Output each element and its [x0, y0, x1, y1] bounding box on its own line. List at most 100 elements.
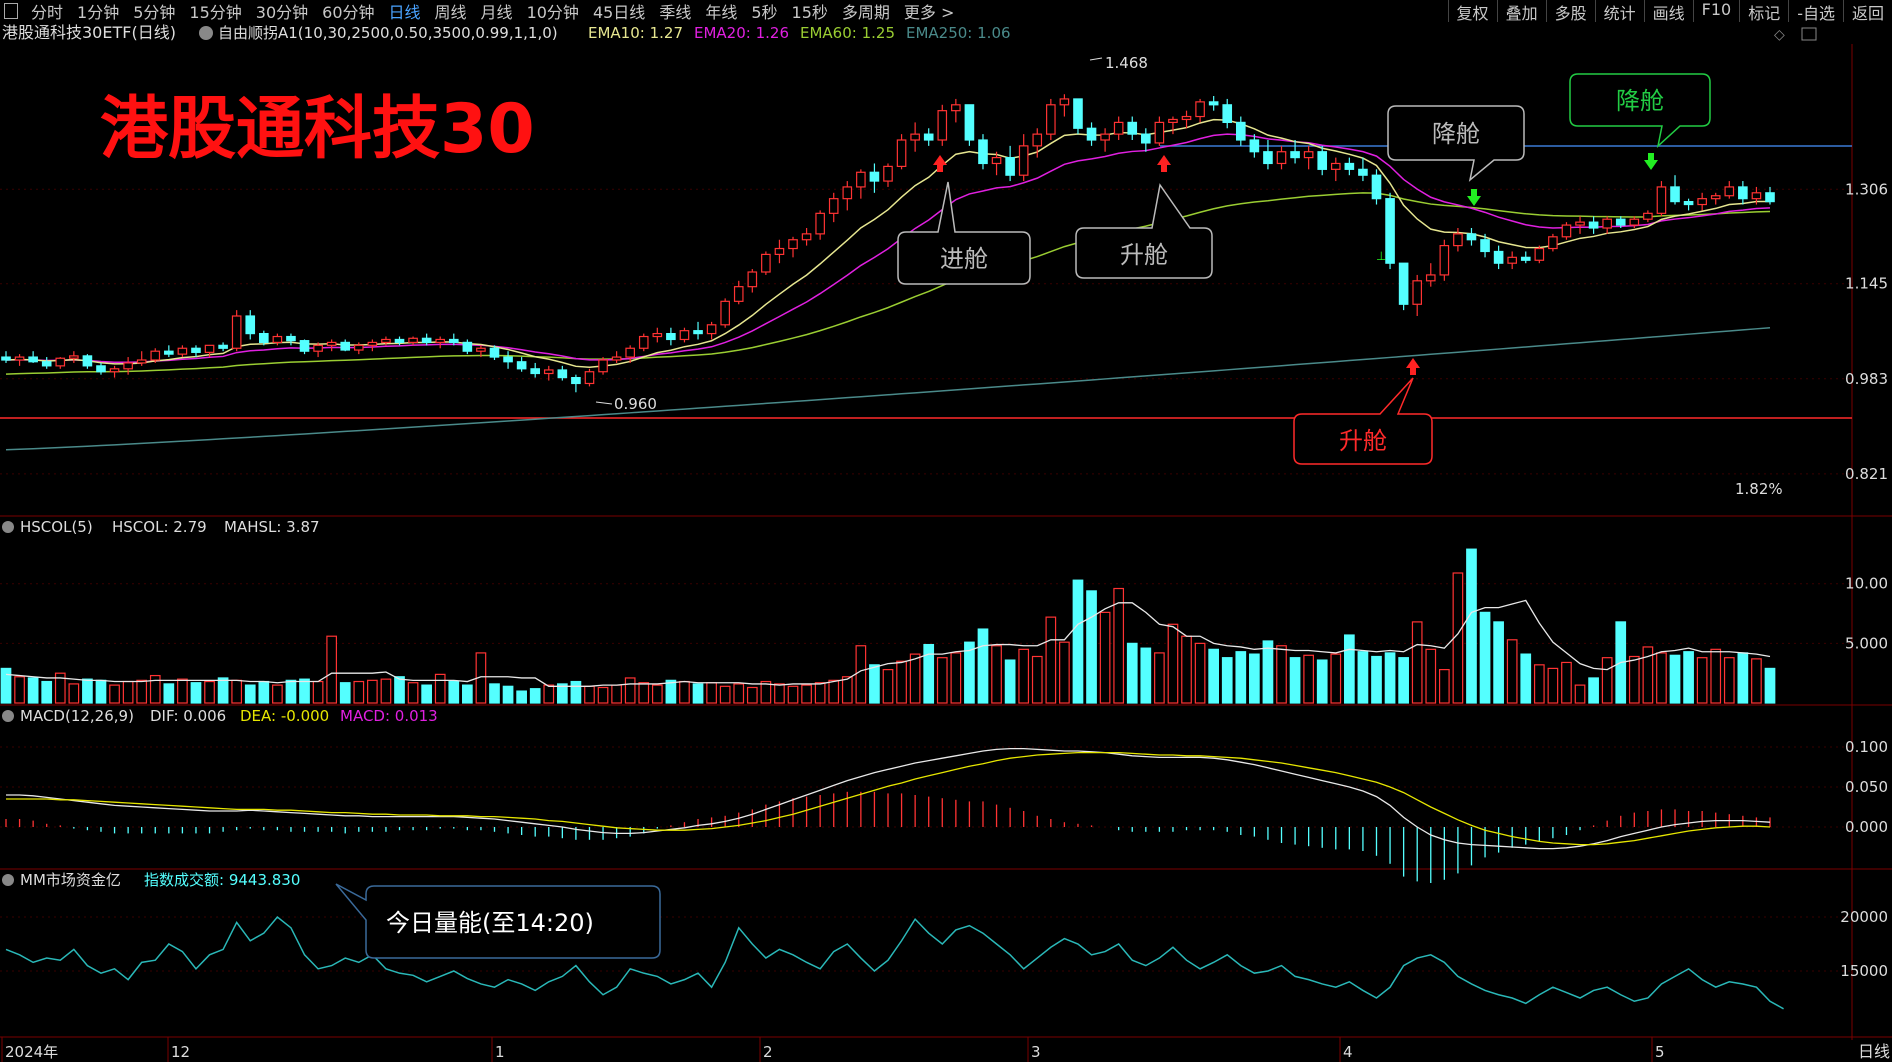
tool-button-2[interactable]: 多股 [1545, 0, 1595, 23]
vol-bar-69 [936, 657, 948, 704]
candle-body-65 [883, 165, 893, 182]
candle-body-54 [733, 286, 744, 302]
candle-body-61 [828, 198, 839, 214]
candle-body-46 [625, 347, 635, 358]
period-tab-8[interactable]: 月线 [480, 3, 513, 22]
candle-body-118 [1602, 218, 1612, 229]
big-title: 港股通科技30 [100, 90, 535, 169]
candle-body-76 [1032, 133, 1043, 147]
vol-bar-94 [1276, 645, 1287, 704]
candle-body-64 [869, 171, 880, 182]
vol-bar-53 [719, 685, 731, 704]
tool-button-4[interactable]: 画线 [1643, 0, 1693, 23]
tool-button-3[interactable]: 统计 [1594, 0, 1644, 23]
candle-body-87 [1181, 115, 1192, 121]
vol-bar-97 [1316, 659, 1328, 704]
macd-panel: 0.100 0.050 0.000 [0, 738, 1888, 883]
vol-panel-col: HSCOL: 2.79 [112, 518, 207, 536]
candle-body-120 [1629, 218, 1640, 226]
vol-bar-62 [841, 676, 853, 704]
vol-bar-20 [272, 684, 283, 704]
period-tab-3[interactable]: 15分钟 [189, 3, 242, 22]
candle-body-19 [259, 333, 269, 344]
period-tab-11[interactable]: 季线 [659, 3, 692, 22]
period-tab-5[interactable]: 60分钟 [322, 3, 375, 22]
tool-button-1[interactable]: 叠加 [1496, 0, 1546, 23]
candle-body-122 [1656, 186, 1667, 214]
period-tab-6[interactable]: 日线 [388, 3, 421, 22]
candle-body-48 [652, 333, 663, 338]
candle-body-92 [1249, 139, 1260, 153]
candle-body-119 [1615, 218, 1626, 226]
window-toggle-icon[interactable] [1801, 27, 1817, 41]
period-tab-13[interactable]: 5秒 [751, 3, 778, 22]
macd-tick-1: 0.050 [1845, 778, 1888, 796]
chart-title: 港股通科技30ETF(日线) [2, 23, 176, 42]
candle-body-32 [435, 338, 446, 344]
period-tab-2[interactable]: 5分钟 [133, 3, 176, 22]
vol-bar-8 [109, 684, 120, 704]
tool-button-0[interactable]: 复权 [1447, 0, 1497, 23]
ema250-label: EMA250: 1.06 [906, 24, 1011, 42]
period-tab-7[interactable]: 周线 [434, 3, 467, 22]
period-tab-14[interactable]: 15秒 [791, 3, 828, 22]
vol-bar-37 [502, 685, 514, 704]
bubble-jincang: 进舱 [897, 181, 1031, 285]
vol-bar-46 [624, 677, 636, 704]
tool-button-5[interactable]: F10 [1692, 0, 1740, 22]
candle-body-98 [1330, 162, 1341, 170]
candle-body-29 [394, 338, 405, 344]
candle-body-88 [1195, 101, 1205, 118]
vol-bar-78 [1059, 641, 1070, 704]
diamond-icon[interactable]: ◇ [1774, 27, 1785, 43]
period-tab-10[interactable]: 45日线 [592, 3, 646, 22]
period-tab-12[interactable]: 年线 [705, 3, 738, 22]
date-axis: 2024年 12 1 2 3 4 5 [1, 1037, 1665, 1062]
candle-body-27 [367, 341, 378, 346]
period-tab-9[interactable]: 10分钟 [526, 3, 579, 22]
candle-body-60 [815, 212, 825, 235]
vol-bar-130 [1764, 667, 1776, 704]
candle-body-70 [951, 104, 961, 112]
candle-body-99 [1344, 162, 1355, 170]
candle-body-41 [557, 369, 568, 379]
vol-bar-29 [394, 676, 405, 704]
period-tab-15[interactable]: 多周期 [841, 3, 890, 22]
vol-bar-111 [1506, 639, 1518, 704]
vol-bar-26 [353, 680, 365, 704]
volume-bars: 10.00 5.000 [0, 548, 1888, 704]
high-label: 1.468 [1105, 54, 1148, 72]
tool-button-8[interactable]: 返回 [1842, 0, 1892, 23]
candle-body-101 [1371, 174, 1382, 200]
vol-bar-90 [1221, 657, 1233, 704]
candle-body-82 [1113, 121, 1124, 135]
candle-body-63 [856, 171, 866, 188]
vol-bar-66 [896, 660, 907, 704]
vol-bar-122 [1656, 652, 1667, 704]
period-tab-4[interactable]: 30分钟 [255, 3, 309, 22]
candle-body-16 [218, 344, 228, 349]
mm-panel: 20000 15000 [0, 908, 1888, 1010]
candle-body-45 [611, 356, 622, 361]
period-tab-1[interactable]: 1分钟 [77, 3, 120, 22]
svg-text:升舱: 升舱 [1339, 427, 1387, 455]
stock-list-icon[interactable] [4, 3, 18, 19]
kline-chart[interactable]: 港股通科技30ETF(日线) 自由顺拐A1(10,30,2500,0.50,35… [0, 22, 1892, 1062]
vol-bar-126 [1710, 648, 1722, 704]
candle-body-10 [136, 359, 147, 364]
vol-bar-52 [706, 682, 717, 704]
indicator-toggle-icon[interactable] [199, 26, 213, 40]
candle-body-106 [1439, 245, 1450, 276]
mm-tick-1: 15000 [1840, 962, 1888, 980]
tool-button-7[interactable]: -自选 [1788, 0, 1843, 23]
candle-body-96 [1303, 151, 1314, 159]
vol-bar-83 [1126, 642, 1138, 704]
candle-body-40 [543, 369, 554, 375]
tool-button-6[interactable]: 标记 [1739, 0, 1788, 23]
period-tab-0[interactable]: 分时 [31, 3, 64, 22]
vol-bar-88 [1194, 642, 1206, 704]
period-tab-16[interactable]: 更多 > [903, 3, 955, 22]
x-tick-6: 5 [1655, 1043, 1665, 1061]
vol-bar-112 [1520, 653, 1532, 704]
vol-bar-4 [54, 672, 66, 704]
